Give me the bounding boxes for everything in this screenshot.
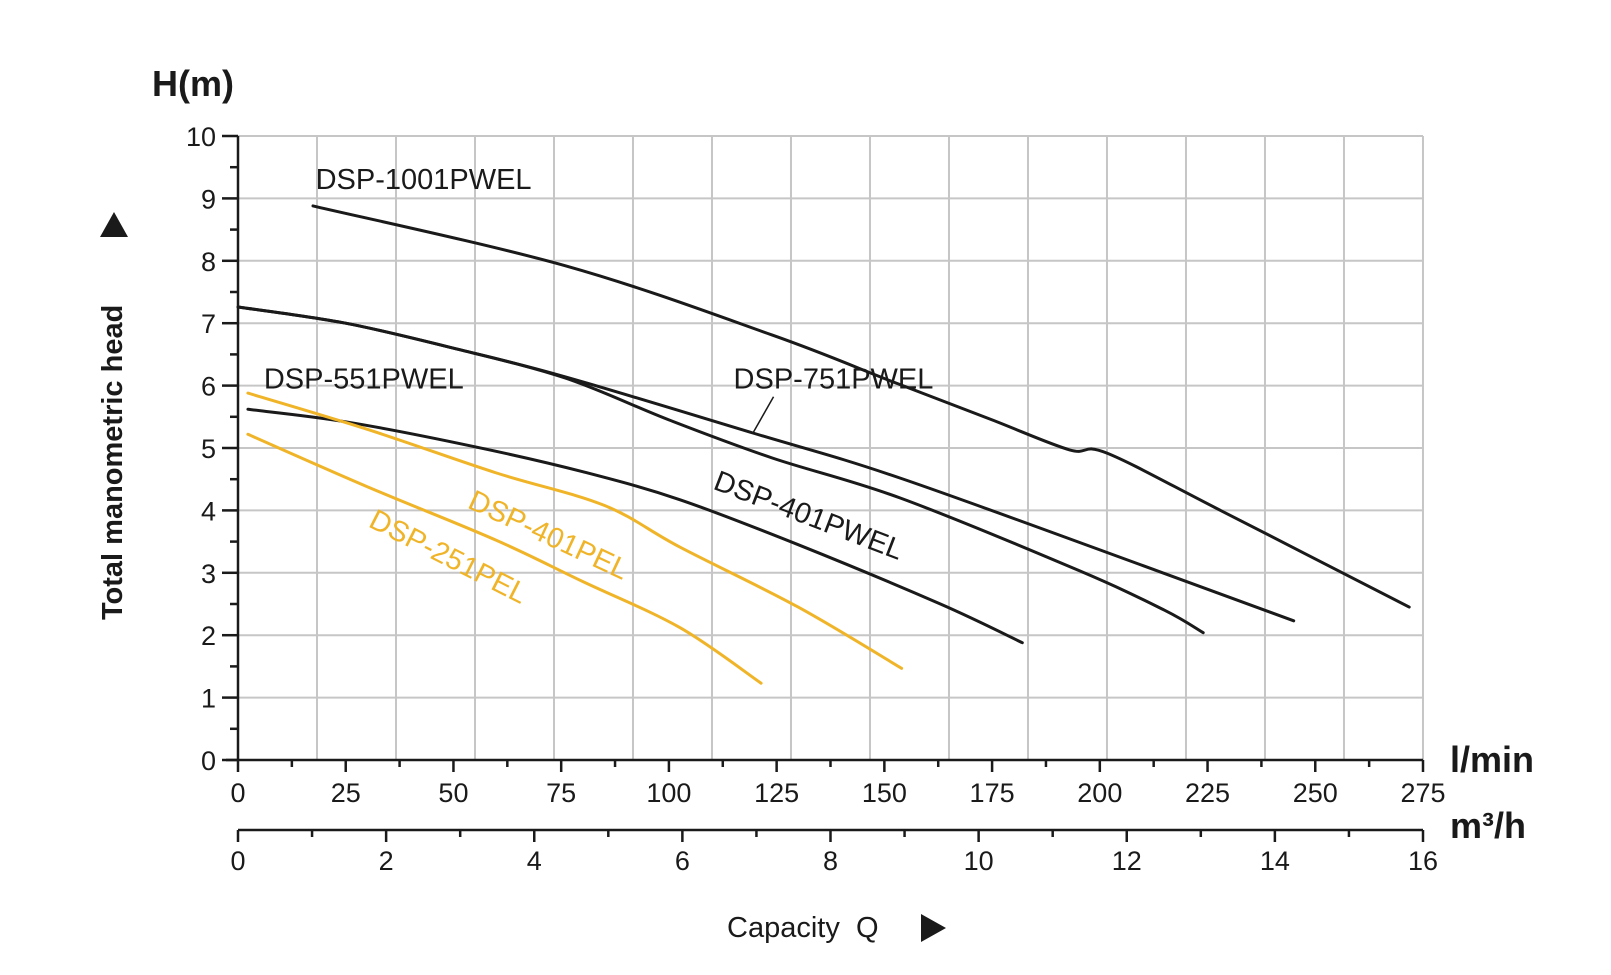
y-tick-label: 6 bbox=[201, 372, 216, 402]
x-secondary-tick-label: 6 bbox=[675, 846, 690, 876]
x-tick-label: 250 bbox=[1293, 778, 1338, 808]
curve-dsp-1001pwel bbox=[311, 204, 1411, 609]
label-dsp-401pwel: DSP-401PWEL bbox=[709, 465, 907, 566]
x-tick-label: 75 bbox=[546, 778, 576, 808]
y-tick-label: 8 bbox=[201, 247, 216, 277]
curve-dsp-401pwel bbox=[246, 407, 1024, 645]
x-secondary-tick-label: 16 bbox=[1408, 846, 1438, 876]
leader-line bbox=[752, 396, 775, 434]
x-secondary-tick-label: 0 bbox=[230, 846, 245, 876]
y-tick-label: 5 bbox=[201, 434, 216, 464]
y-tick-label: 3 bbox=[201, 559, 216, 589]
x-tick-label: 100 bbox=[646, 778, 691, 808]
x-secondary-tick-label: 4 bbox=[527, 846, 542, 876]
x-secondary-tick-label: 8 bbox=[823, 846, 838, 876]
y-axis-arrow-icon bbox=[100, 212, 128, 237]
y-tick-label: 7 bbox=[201, 309, 216, 339]
label-dsp-1001pwel: DSP-1001PWEL bbox=[316, 164, 532, 196]
x-tick-label: 50 bbox=[438, 778, 468, 808]
x-tick-label: 125 bbox=[754, 778, 799, 808]
curve-dsp-551pwel bbox=[236, 305, 1205, 635]
label-dsp-751pwel: DSP-751PWEL bbox=[734, 364, 934, 396]
y-tick-label: 0 bbox=[201, 746, 216, 776]
x-axis-label: Capacity Q bbox=[727, 912, 879, 944]
x-axis-arrow-icon bbox=[921, 914, 946, 942]
y-tick-label: 10 bbox=[186, 122, 216, 152]
x-secondary-tick-label: 2 bbox=[379, 846, 394, 876]
curve-dsp-251pel bbox=[246, 432, 763, 685]
x-tick-label: 200 bbox=[1077, 778, 1122, 808]
y-tick-label: 9 bbox=[201, 184, 216, 214]
x-unit-secondary-label: m³/h bbox=[1450, 805, 1526, 846]
y-unit-label: H(m) bbox=[152, 63, 234, 104]
y-tick-label: 2 bbox=[201, 621, 216, 651]
x-tick-label: 0 bbox=[230, 778, 245, 808]
curve-dsp-401pel bbox=[246, 391, 904, 670]
x-secondary-tick-label: 12 bbox=[1112, 846, 1142, 876]
x-tick-label: 175 bbox=[970, 778, 1015, 808]
series-group bbox=[236, 204, 1411, 685]
x-secondary-tick-label: 10 bbox=[964, 846, 994, 876]
x-tick-label: 25 bbox=[331, 778, 361, 808]
x-unit-primary-label: l/min bbox=[1450, 739, 1534, 780]
x-tick-label: 150 bbox=[862, 778, 907, 808]
x-secondary-tick-label: 14 bbox=[1260, 846, 1290, 876]
x-tick-label: 225 bbox=[1185, 778, 1230, 808]
x-tick-label: 275 bbox=[1400, 778, 1445, 808]
y-axis-label: Total manometric head bbox=[97, 305, 129, 620]
label-dsp-551pwel: DSP-551PWEL bbox=[264, 364, 464, 396]
y-tick-label: 1 bbox=[201, 684, 216, 714]
y-tick-label: 4 bbox=[201, 496, 216, 526]
